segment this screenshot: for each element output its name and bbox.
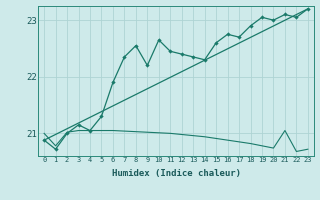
X-axis label: Humidex (Indice chaleur): Humidex (Indice chaleur) [111,169,241,178]
